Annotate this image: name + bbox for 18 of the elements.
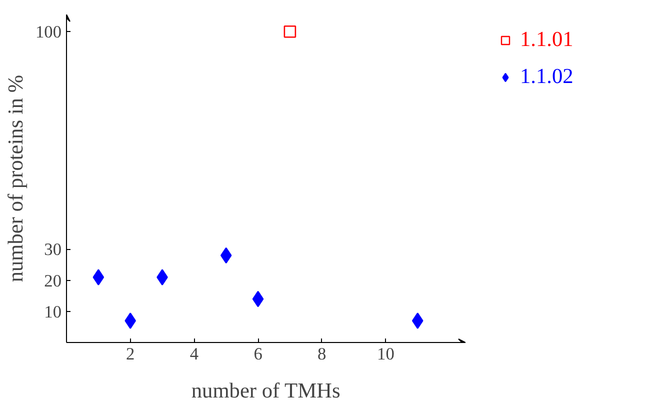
legend-label: 1.1.01 bbox=[520, 27, 574, 52]
point bbox=[220, 247, 232, 264]
point bbox=[92, 269, 104, 286]
x-tick-label: 2 bbox=[126, 344, 135, 364]
x-tick-label: 10 bbox=[377, 344, 394, 364]
point bbox=[252, 290, 264, 308]
point bbox=[412, 312, 424, 329]
y-tick-label: 20 bbox=[44, 271, 62, 290]
x-tick-label: 6 bbox=[254, 344, 263, 364]
y-axis-title: number of proteins in % bbox=[4, 74, 28, 282]
y-tick-label: 30 bbox=[44, 240, 62, 260]
legend-label: 1.1.02 bbox=[520, 64, 574, 89]
point bbox=[284, 25, 296, 38]
y-tick-label: 100 bbox=[36, 22, 62, 42]
x-axis-title: number of TMHs bbox=[191, 378, 340, 402]
y-tick-label: 10 bbox=[44, 302, 62, 322]
x-tick-label: 4 bbox=[190, 344, 199, 364]
x-tick-label: 8 bbox=[318, 344, 326, 364]
